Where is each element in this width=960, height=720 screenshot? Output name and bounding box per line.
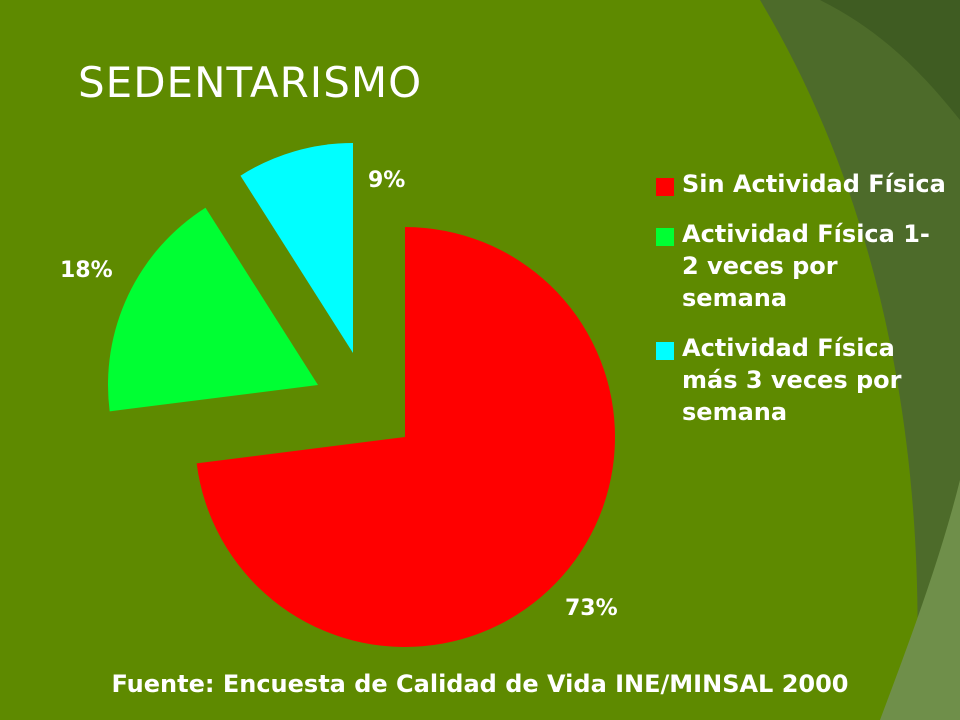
legend-label-sin-actividad: Sin Actividad Física [682, 170, 946, 198]
pct-label-sin-actividad: 73% [565, 596, 618, 621]
legend-item-sin-actividad: Sin Actividad Física [656, 168, 946, 200]
pie-slice-sin-actividad [196, 227, 615, 647]
pct-label-actividad-3: 9% [368, 168, 406, 193]
pie-slice-actividad-3 [240, 143, 353, 353]
legend-swatch-cyan [656, 342, 674, 360]
slide-title: SEDENTARISMO [78, 58, 423, 107]
legend-label-actividad-1-2: Actividad Física 1-2 veces por semana [682, 220, 930, 312]
legend-item-actividad-1-2: Actividad Física 1-2 veces por semana [656, 218, 946, 314]
legend-swatch-red [656, 178, 674, 196]
pct-label-actividad-1-2: 18% [60, 258, 113, 283]
legend-item-actividad-3: Actividad Física más 3 veces por semana [656, 332, 946, 428]
legend: Sin Actividad Física Actividad Física 1-… [656, 168, 946, 446]
pie-slice-actividad-1-2 [108, 207, 318, 412]
source-note: Fuente: Encuesta de Calidad de Vida INE/… [111, 670, 849, 698]
legend-label-actividad-3: Actividad Física más 3 veces por semana [682, 334, 902, 426]
legend-swatch-green [656, 228, 674, 246]
